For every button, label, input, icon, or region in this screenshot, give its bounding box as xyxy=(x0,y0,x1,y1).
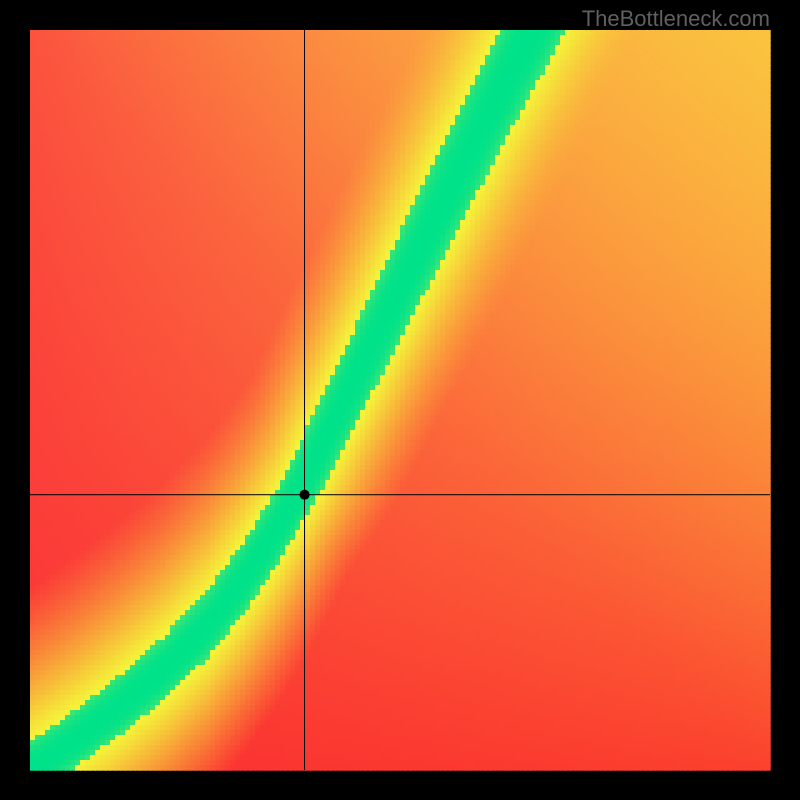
heatmap-canvas xyxy=(0,0,800,800)
chart-container: TheBottleneck.com xyxy=(0,0,800,800)
watermark-text: TheBottleneck.com xyxy=(582,6,770,32)
